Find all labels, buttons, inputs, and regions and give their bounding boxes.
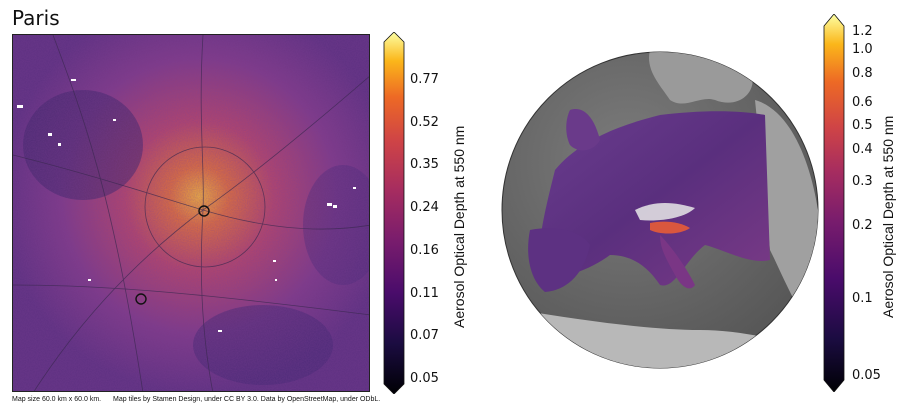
colorbar-left-tick: 0.35 [410,157,439,172]
colorbar-right-svg [823,14,845,392]
colorbar-right-tick: 0.8 [852,66,873,81]
colorbar-left-tick: 0.16 [410,243,439,258]
colorbar-right-tick: 0.4 [852,142,873,157]
colorbar-right-tick: 1.2 [852,24,873,39]
aod-noise [13,35,369,391]
colorbar-left-tick: 0.24 [410,200,439,215]
colorbar-left-tick: 0.07 [410,328,439,343]
po-valley-high-aod [650,221,690,234]
italy-aod [660,235,695,289]
colorbar-left-svg [383,32,405,394]
panel-title: Paris [12,6,60,30]
britain-aod [566,109,600,151]
colorbar-right-tick: 1.0 [852,42,873,57]
europe-globe-svg [501,51,819,369]
colorbar-left-tick: 0.11 [410,286,439,301]
colorbar-right-tick: 0.1 [852,291,873,306]
measurement-site-marker[interactable] [198,205,210,217]
map-footer: Map size 60.0 km x 60.0 km. Map tiles by… [12,396,390,403]
city-aod-map[interactable] [12,34,370,392]
colorbar-right-tick: 0.6 [852,95,873,110]
colorbar-left-tick: 0.05 [410,371,439,386]
cloud-mask-specks [17,79,356,332]
road-network [13,35,369,391]
iberia-aod [528,228,590,292]
colorbar-left [382,32,406,394]
north-africa-land [502,310,818,368]
colorbar-right-label: Aerosol Optical Depth at 550 nm [880,115,896,318]
colorbar-right [822,14,846,392]
tile-attribution: Map tiles by Stamen Design, under CC BY … [113,396,381,403]
europe-aod-overlay [538,111,770,286]
colorbar-left-tick: 0.77 [410,72,439,87]
colorbar-left-label: Aerosol Optical Depth at 550 nm [451,125,467,328]
city-aod-map-svg [13,35,369,391]
alps-snow [635,203,695,221]
colorbar-right-bar [823,14,845,392]
colorbar-left-tick: 0.52 [410,115,439,130]
colorbar-right-tick: 0.5 [852,118,873,133]
map-size-note: Map size 60.0 km x 60.0 km. [12,396,102,403]
east-europe-land [755,100,818,330]
colorbar-left-bar [383,32,405,394]
colorbar-right-tick: 0.05 [852,368,881,383]
colorbar-right-tick: 0.2 [852,218,873,233]
europe-globe[interactable] [500,30,820,390]
colorbar-right-tick: 0.3 [852,174,873,189]
measurement-site-marker[interactable] [135,293,147,305]
